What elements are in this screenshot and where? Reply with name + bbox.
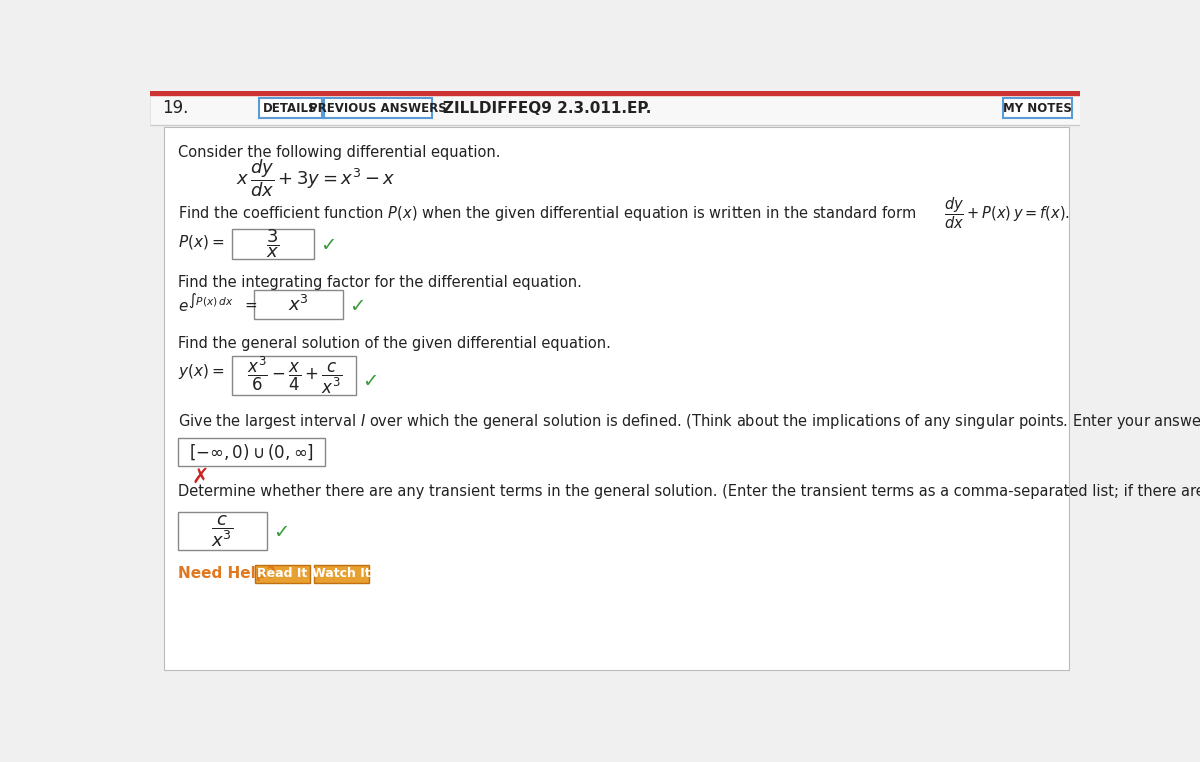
Text: $x\,\dfrac{dy}{dx} + 3y = x^3 - x$: $x\,\dfrac{dy}{dx} + 3y = x^3 - x$	[236, 158, 396, 200]
FancyBboxPatch shape	[314, 565, 368, 583]
Text: DETAILS: DETAILS	[263, 102, 318, 115]
Text: $\dfrac{3}{x}$: $\dfrac{3}{x}$	[266, 228, 280, 260]
Text: $P(x) =$: $P(x) =$	[178, 233, 224, 251]
Text: ✓: ✓	[274, 523, 289, 542]
Text: ✗: ✗	[192, 466, 209, 486]
FancyBboxPatch shape	[232, 229, 313, 259]
FancyBboxPatch shape	[254, 290, 343, 319]
Text: Consider the following differential equation.: Consider the following differential equa…	[178, 146, 500, 160]
FancyBboxPatch shape	[178, 512, 268, 550]
Text: Watch It: Watch It	[312, 568, 371, 581]
FancyBboxPatch shape	[164, 126, 1069, 671]
Text: $x^3$: $x^3$	[288, 295, 308, 315]
FancyBboxPatch shape	[150, 124, 1080, 125]
Text: ✓: ✓	[349, 296, 366, 315]
FancyBboxPatch shape	[150, 91, 1080, 125]
Text: $e^{\int P(x)\,dx}$: $e^{\int P(x)\,dx}$	[178, 293, 234, 315]
Text: Determine whether there are any transient terms in the general solution. (Enter : Determine whether there are any transien…	[178, 484, 1200, 499]
Text: Find the general solution of the given differential equation.: Find the general solution of the given d…	[178, 336, 611, 351]
FancyBboxPatch shape	[256, 565, 310, 583]
FancyBboxPatch shape	[150, 91, 1080, 94]
FancyBboxPatch shape	[178, 438, 325, 466]
Text: $[-\infty,0) \cup (0,\infty]$: $[-\infty,0) \cup (0,\infty]$	[190, 442, 314, 462]
Text: $y(x) =$: $y(x) =$	[178, 362, 224, 381]
FancyBboxPatch shape	[258, 98, 322, 117]
Text: $\dfrac{c}{x^3}$: $\dfrac{c}{x^3}$	[211, 514, 234, 549]
Text: Give the largest interval $I$ over which the general solution is defined. (Think: Give the largest interval $I$ over which…	[178, 411, 1200, 431]
Text: ✓: ✓	[319, 236, 336, 255]
FancyBboxPatch shape	[232, 357, 356, 395]
Text: Find the integrating factor for the differential equation.: Find the integrating factor for the diff…	[178, 274, 582, 290]
Text: ZILLDIFFEQ9 2.3.011.EP.: ZILLDIFFEQ9 2.3.011.EP.	[443, 101, 652, 116]
Text: 19.: 19.	[162, 99, 188, 117]
Text: $\dfrac{x^3}{6} - \dfrac{x}{4} + \dfrac{c}{x^3}$: $\dfrac{x^3}{6} - \dfrac{x}{4} + \dfrac{…	[246, 355, 342, 396]
Text: Read It: Read It	[257, 568, 307, 581]
Text: ✓: ✓	[362, 372, 379, 391]
Text: MY NOTES: MY NOTES	[1003, 102, 1072, 115]
Text: $=$: $=$	[242, 296, 258, 312]
FancyBboxPatch shape	[324, 98, 432, 117]
Text: PREVIOUS ANSWERS: PREVIOUS ANSWERS	[308, 102, 446, 115]
FancyBboxPatch shape	[1002, 98, 1073, 117]
Text: Need Help?: Need Help?	[178, 566, 276, 581]
Text: Find the coefficient function $P(x)$ when the given differential equation is wri: Find the coefficient function $P(x)$ whe…	[178, 195, 1070, 231]
